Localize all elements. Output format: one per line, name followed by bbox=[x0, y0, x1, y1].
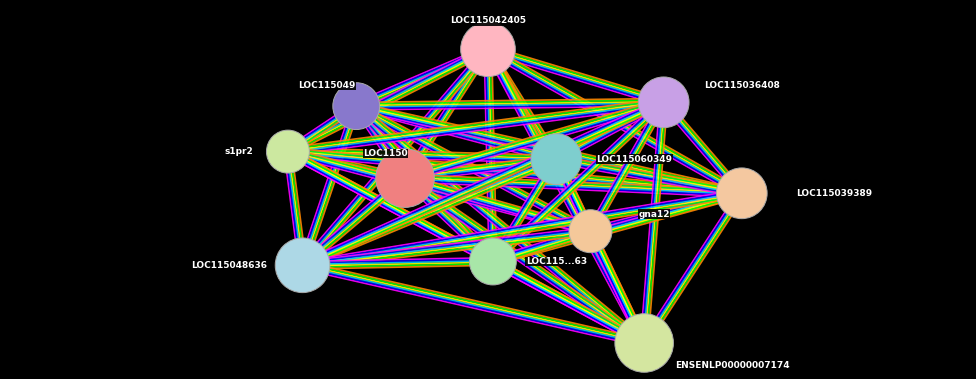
Ellipse shape bbox=[531, 134, 582, 185]
Ellipse shape bbox=[376, 149, 434, 207]
Text: LOC115042405: LOC115042405 bbox=[450, 16, 526, 25]
Text: LOC115049: LOC115049 bbox=[299, 81, 355, 90]
Ellipse shape bbox=[638, 77, 689, 128]
Ellipse shape bbox=[333, 83, 380, 130]
Ellipse shape bbox=[469, 238, 516, 285]
Text: ENSENLP00000007174: ENSENLP00000007174 bbox=[674, 361, 790, 370]
Ellipse shape bbox=[569, 210, 612, 253]
Ellipse shape bbox=[615, 314, 673, 372]
Text: LOC115...63: LOC115...63 bbox=[526, 257, 587, 266]
Ellipse shape bbox=[266, 130, 309, 173]
Text: LOC115048636: LOC115048636 bbox=[191, 261, 267, 270]
Text: gna12: gna12 bbox=[638, 210, 670, 219]
Text: LOC115039389: LOC115039389 bbox=[796, 189, 873, 198]
Text: LOC115060349: LOC115060349 bbox=[596, 155, 672, 164]
Ellipse shape bbox=[461, 22, 515, 77]
Text: s1pr2: s1pr2 bbox=[224, 147, 254, 156]
Ellipse shape bbox=[275, 238, 330, 293]
Text: LOC115036408: LOC115036408 bbox=[704, 81, 780, 90]
Ellipse shape bbox=[716, 168, 767, 219]
Text: LOC1150: LOC1150 bbox=[363, 149, 408, 158]
